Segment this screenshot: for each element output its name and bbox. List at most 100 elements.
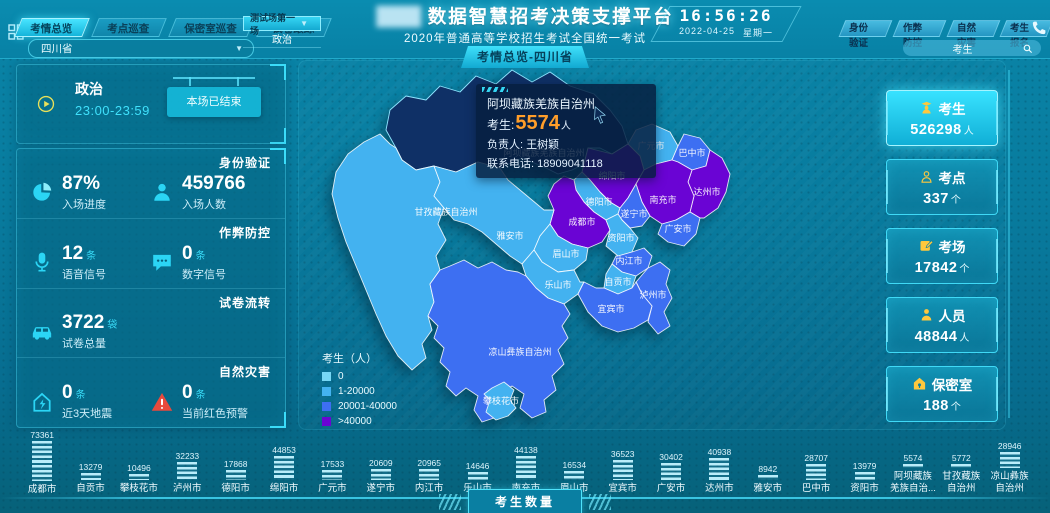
bar[interactable] (709, 457, 730, 480)
map-region-21[interactable] (483, 381, 517, 421)
bar[interactable] (757, 474, 778, 480)
stat-text: 3722 袋试卷总量 (62, 312, 117, 351)
bar[interactable] (951, 464, 972, 469)
bar[interactable] (177, 461, 198, 480)
map-region-label-6: 达州市 (693, 186, 720, 197)
bar-category: 阿坝藏族 羌族自治... (889, 471, 936, 494)
stat-label: 当前红色预警 (182, 408, 248, 421)
map-region-label-11: 广安市 (664, 223, 691, 234)
bar-value: 17868 (223, 458, 248, 469)
legend-title: 考生（人） (322, 353, 377, 365)
bar-value: 20609 (368, 457, 393, 468)
people-icon (919, 307, 934, 322)
bar[interactable] (999, 452, 1020, 469)
bar-stack: 40938 (707, 430, 732, 480)
pie-chart-icon (31, 181, 53, 203)
earthquake-icon (31, 391, 53, 413)
bar[interactable] (370, 468, 391, 480)
bar[interactable] (612, 459, 633, 480)
map-region-label-19: 宜宾市 (597, 303, 624, 314)
warning-icon (151, 391, 173, 413)
bar-stack: 32233 (175, 430, 199, 480)
search-input[interactable]: 考生 (903, 40, 1041, 56)
map-region-label-5: 巴中市 (678, 147, 705, 158)
right-stat-cards: 考生 526298 人考点 337 个考场 17842 个人员 48844 人保密室 188 个 (886, 90, 998, 435)
map-region-19[interactable] (577, 281, 653, 333)
bar-stack: 20609 (369, 430, 393, 480)
panel-section-2: 作弊防控 12 条语音信号 0 条数字信号 (17, 217, 285, 288)
stat-card-5[interactable]: 保密室 188 个 (886, 366, 998, 422)
map-region-label-9: 成都市 (568, 216, 595, 227)
panel-section-1: 身份验证 87% 入场进度 459766 入场人数 (17, 149, 285, 218)
stat-card-3[interactable]: 考场 17842 个 (886, 228, 998, 284)
stat-text: 0 条近3天地震 (62, 382, 112, 421)
clock-weekday: 星期一 (743, 28, 774, 38)
right-tab-2[interactable]: 作弊防控 (892, 20, 946, 49)
bar-stack: 13279 (79, 430, 102, 480)
bar-category: 巴中市 (801, 482, 831, 494)
bar[interactable] (80, 472, 101, 480)
card-title: 考场 (919, 236, 966, 256)
bar[interactable] (854, 471, 875, 480)
map-region-20[interactable] (427, 259, 571, 423)
session-subject: 政治 (243, 31, 321, 48)
bar-category: 雅安市 (753, 482, 783, 494)
session-select[interactable]: 测试场第一场 ▼ (243, 13, 321, 36)
value: 0 (182, 382, 193, 404)
map-region-2[interactable] (331, 133, 447, 371)
bar[interactable] (902, 464, 923, 469)
card-label: 考生 (938, 101, 966, 117)
session-subject-label: 政治 (75, 81, 103, 97)
stat-card-1[interactable]: 考生 526298 人 (886, 90, 998, 146)
graduate-icon (919, 100, 934, 115)
subtitle: 2020年普通高等学校招生考试全国统一考试 (403, 33, 647, 45)
bar-column-16: 8942 雅安市 (744, 430, 792, 494)
stat-item: 0 条当前红色预警 (151, 382, 271, 421)
stat-value: 12 条 (62, 243, 106, 265)
right-tab-1[interactable]: 身份验证 (838, 20, 893, 49)
bar-category: 泸州市 (173, 482, 202, 494)
bar-value: 17533 (320, 458, 345, 469)
map-region-12[interactable] (605, 213, 639, 257)
bar[interactable] (806, 463, 827, 480)
search-value: 考生 (952, 44, 973, 56)
bar-stack: 28946 (998, 430, 1022, 469)
value: 0 (62, 382, 73, 404)
bar-value: 40938 (707, 446, 732, 457)
bar[interactable] (225, 469, 246, 480)
stat-card-2[interactable]: 考点 337 个 (886, 159, 998, 215)
bar-stack: 5574 (902, 430, 923, 469)
bar[interactable] (661, 462, 682, 480)
card-value: 526298 人 (910, 121, 973, 139)
bar-value: 8942 (758, 463, 778, 474)
bar-column-17: 28707 巴中市 (792, 430, 840, 494)
map-tooltip: 阿坝藏族羌族自治州 考生: 5574 人 负责人: 王树颖 联系电话: 1890… (476, 84, 656, 178)
bar[interactable] (419, 468, 440, 480)
bar[interactable] (128, 473, 149, 480)
bar-column-6: 44853 绵阳市 (260, 430, 308, 494)
right-tab-3[interactable]: 自然灾害 (946, 20, 1000, 49)
bar[interactable] (564, 470, 585, 480)
unit: 人 (959, 332, 970, 344)
bar-value: 36523 (610, 448, 635, 459)
card-value: 17842 个 (915, 259, 970, 277)
stat-item: 0 条近3天地震 (31, 382, 151, 421)
bar[interactable] (467, 471, 488, 480)
bar-value: 73361 (30, 430, 54, 440)
stat-text: 0 条数字信号 (182, 243, 226, 282)
stat-card-4[interactable]: 人员 48844 人 (886, 297, 998, 353)
bar-column-3: 10496 攀枝花市 (115, 430, 163, 494)
session-status-badge: 本场已结束 (167, 77, 261, 117)
phone-icon[interactable] (1031, 20, 1047, 36)
unit: 条 (75, 390, 86, 402)
region-select[interactable]: 四川省 ▼ (28, 39, 254, 58)
bar[interactable] (274, 455, 295, 480)
breadcrumb: 考情总览-四川省 (461, 46, 589, 68)
map-region-11[interactable] (657, 211, 701, 247)
bar[interactable] (515, 455, 536, 480)
card-value: 188 个 (923, 397, 961, 415)
bar[interactable] (322, 469, 343, 480)
bar[interactable] (32, 441, 53, 481)
card-value: 48844 人 (915, 328, 970, 346)
